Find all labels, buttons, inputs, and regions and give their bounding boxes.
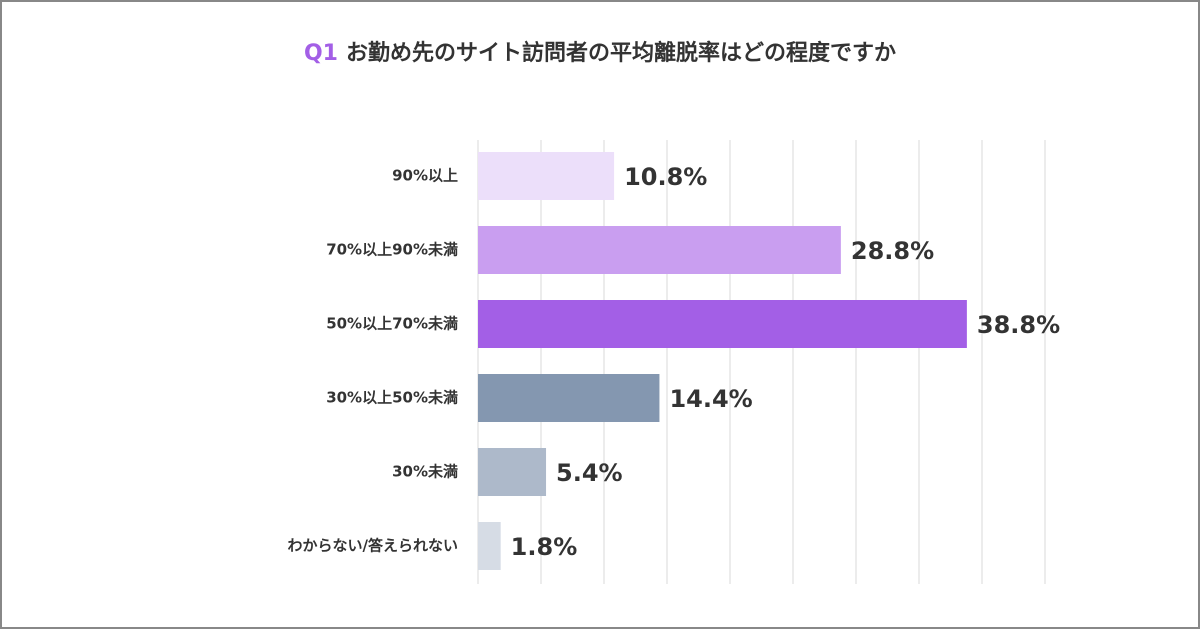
value-label: 5.4%	[556, 459, 623, 487]
chart-title: Q1 お勤め先のサイト訪問者の平均離脱率はどの程度ですか	[304, 40, 896, 66]
title-text: お勤め先のサイト訪問者の平均離脱率はどの程度ですか	[346, 40, 896, 66]
y-tick-label: 90%以上	[392, 167, 458, 185]
value-label: 14.4%	[669, 385, 752, 413]
bar	[478, 448, 547, 496]
y-tick-label: 30%以上50%未満	[326, 389, 458, 407]
bar	[478, 522, 501, 570]
value-label: 28.8%	[851, 237, 934, 265]
y-tick-label: わからない/答えられない	[288, 537, 458, 555]
bar	[478, 226, 841, 274]
y-tick-label: 70%以上90%未満	[326, 241, 458, 259]
title-prefix: Q1	[304, 41, 338, 66]
value-label: 38.8%	[977, 311, 1060, 339]
value-label: 1.8%	[511, 533, 578, 561]
bar	[478, 374, 660, 422]
value-label: 10.8%	[624, 163, 707, 191]
y-tick-label: 30%未満	[392, 463, 458, 481]
bar	[478, 152, 615, 200]
y-tick-label: 50%以上70%未満	[326, 315, 458, 333]
bar	[478, 300, 967, 348]
